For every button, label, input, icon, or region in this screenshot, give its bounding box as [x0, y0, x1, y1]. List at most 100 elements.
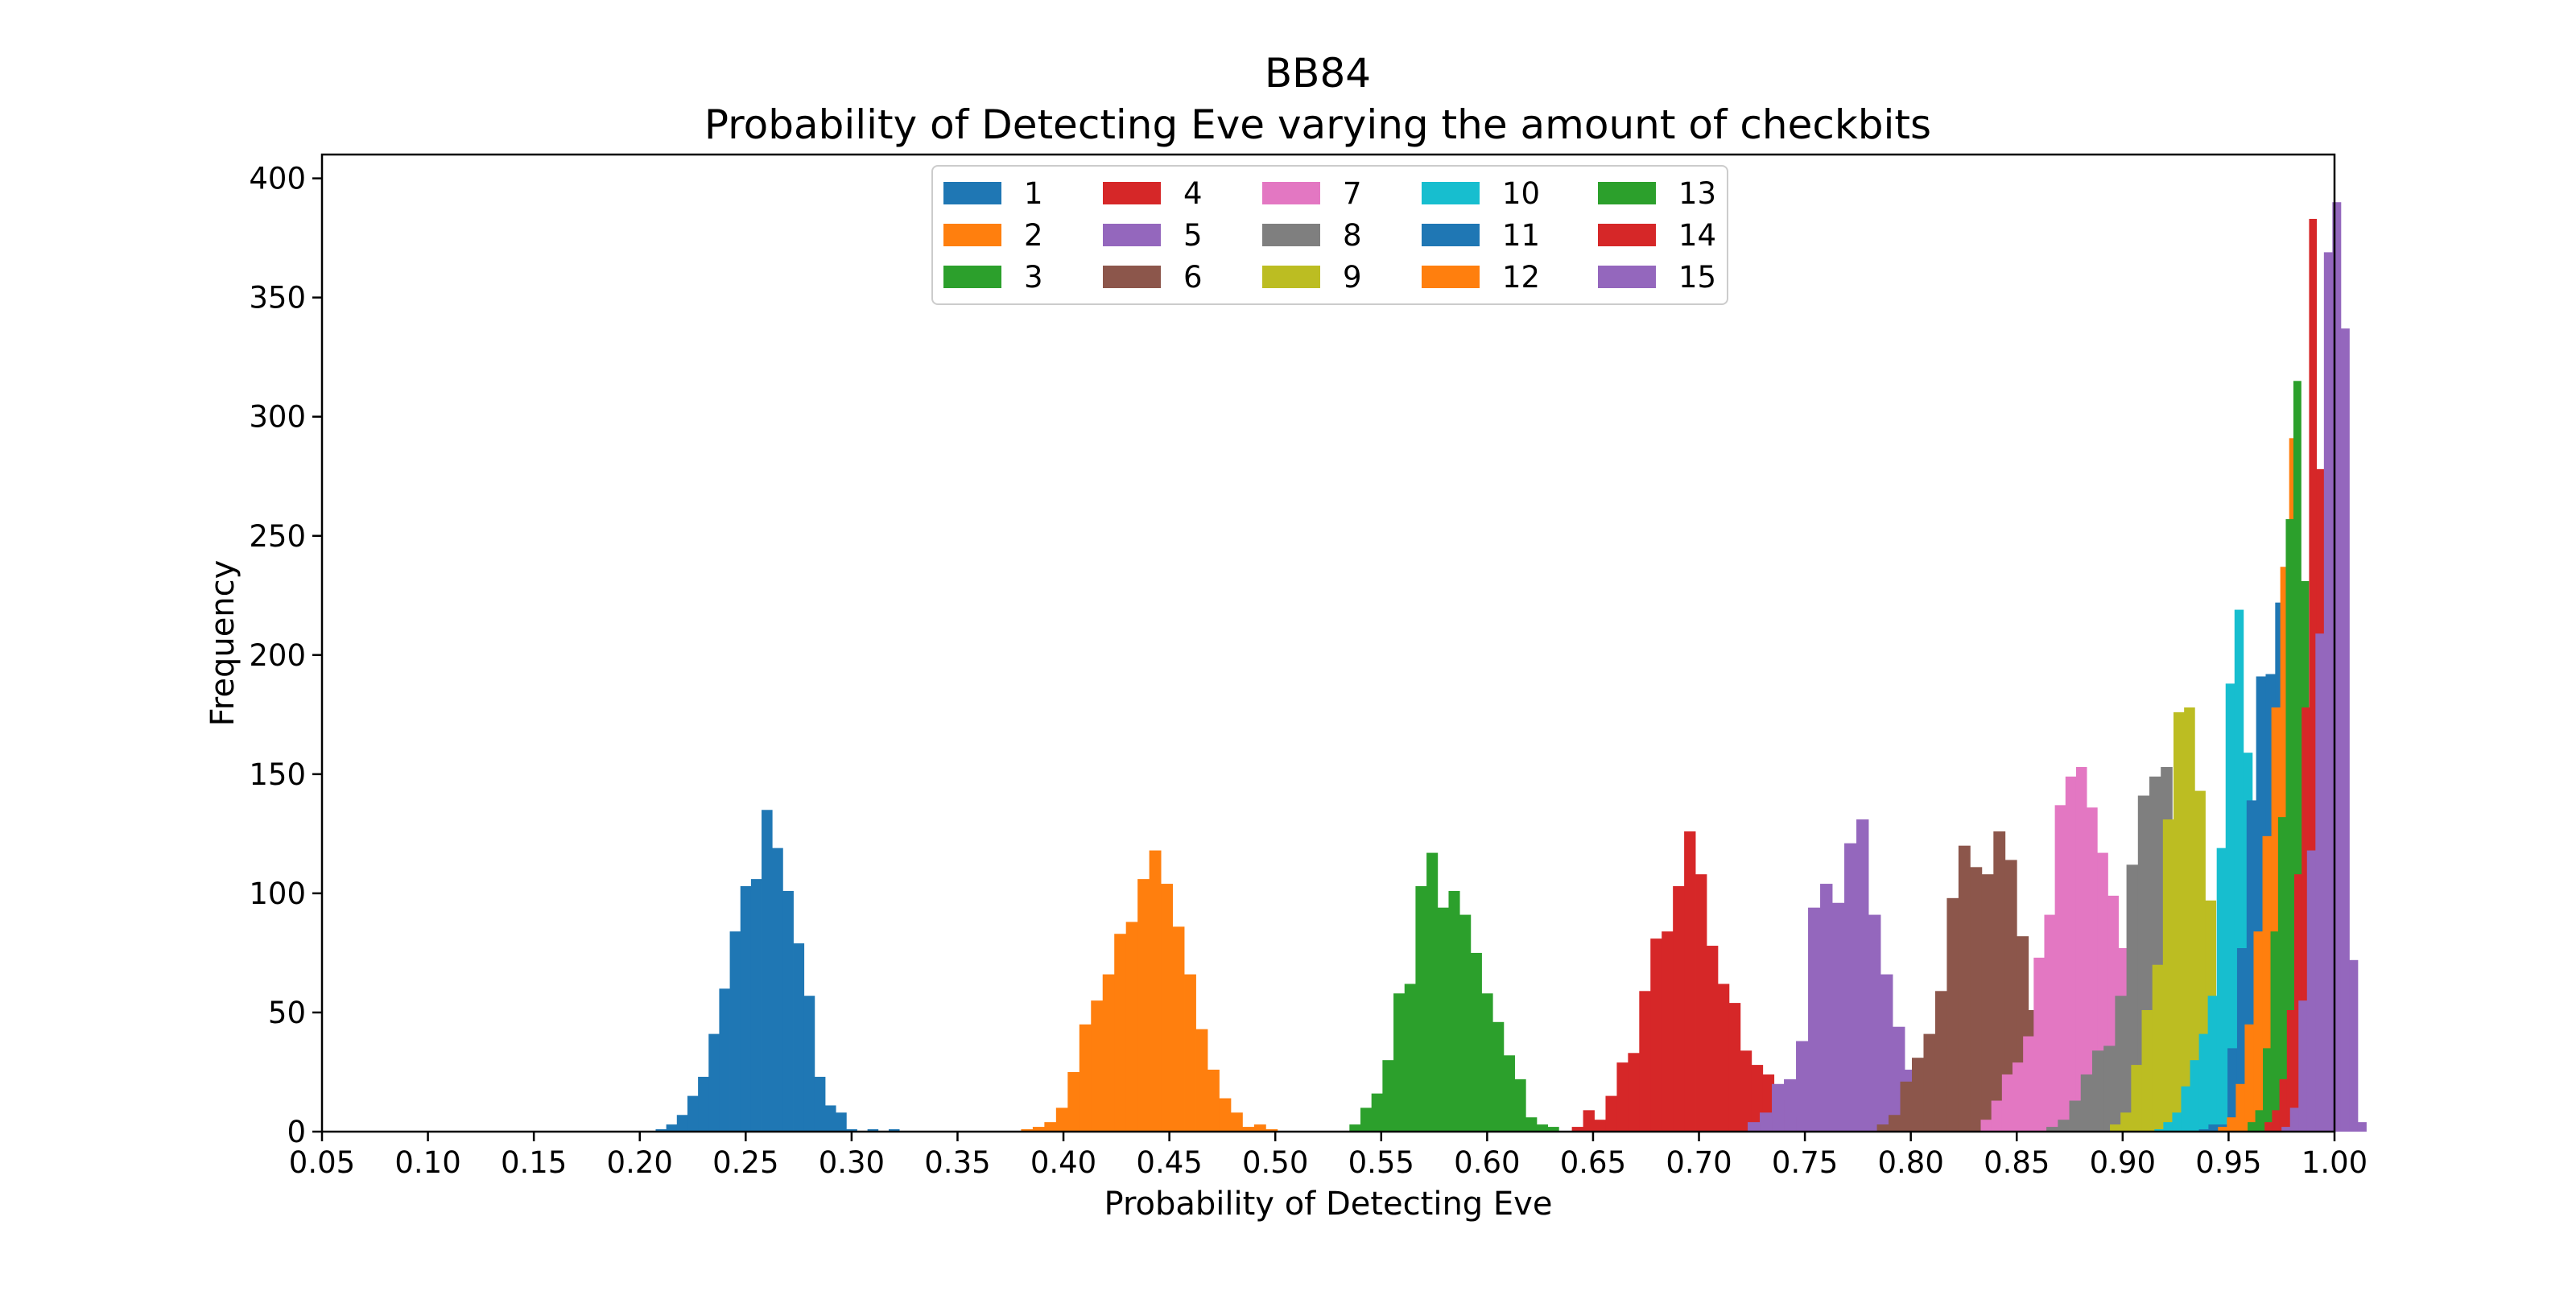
legend-label: 12 — [1502, 260, 1540, 295]
bar-series-1-bin-13 — [793, 943, 805, 1132]
legend-item-3: 3 — [943, 260, 1043, 295]
bar-series-10-bin-4 — [2190, 1060, 2199, 1132]
bar-series-4-bin-1 — [1583, 1110, 1595, 1132]
bar-series-5-bin-8 — [1844, 843, 1857, 1132]
legend-item-1: 1 — [943, 176, 1043, 211]
bar-series-3-bin-15 — [1514, 1079, 1526, 1132]
bar-series-4-bin-2 — [1594, 1120, 1606, 1132]
bar-series-1-bin-12 — [782, 890, 794, 1132]
bar-series-7-bin-8 — [2065, 776, 2077, 1132]
bar-series-3-bin-6 — [1415, 886, 1427, 1132]
bar-series-6-bin-4 — [1923, 1033, 1936, 1132]
bar-series-2-bin-21 — [1265, 1129, 1278, 1132]
bar-series-3-bin-14 — [1503, 1055, 1515, 1132]
bar-series-3-bin-18 — [1547, 1127, 1559, 1132]
bar-series-9-bin-0 — [2110, 1124, 2121, 1132]
bar-series-2-bin-14 — [1184, 974, 1196, 1132]
bar-series-3-bin-10 — [1459, 914, 1472, 1132]
bar-series-2-bin-20 — [1253, 1124, 1266, 1132]
bar-series-9-bin-6 — [2174, 711, 2185, 1132]
bar-series-15-bin-6 — [2332, 202, 2342, 1132]
bar-series-11-bin-0 — [2198, 1129, 2209, 1132]
legend-item-8: 8 — [1262, 218, 1362, 253]
bar-series-2-bin-16 — [1208, 1070, 1220, 1132]
bar-series-9-bin-2 — [2131, 1065, 2142, 1132]
bar-series-15-bin-1 — [2289, 1107, 2299, 1132]
y-axis-label: Frequency — [204, 560, 242, 727]
bar-series-10-bin-6 — [2207, 996, 2218, 1132]
bar-series-6-bin-8 — [1970, 867, 1983, 1132]
bar-series-7-bin-0 — [1980, 1120, 1992, 1132]
x-axis-ticks: 0.05 0.10 0.15 0.20 0.25 0.30 0.35 0.40 0.45 0.50… — [289, 1132, 2368, 1180]
bar-series-12-bin-4 — [2253, 931, 2263, 1132]
bar-series-7-bin-7 — [2054, 805, 2066, 1132]
bar-series-5-bin-0 — [1748, 1122, 1761, 1132]
x-tick-label: 0.25 — [712, 1145, 778, 1180]
bar-series-5-bin-6 — [1820, 884, 1833, 1132]
x-tick-label: 0.80 — [1877, 1145, 1943, 1180]
bar-series-2-bin-1 — [1032, 1127, 1045, 1132]
legend-label: 10 — [1502, 176, 1540, 211]
bar-series-6-bin-5 — [1934, 991, 1947, 1132]
bar-series-2-bin-12 — [1161, 884, 1173, 1132]
bar-series-1-bin-6 — [719, 988, 730, 1132]
bar-series-8-bin-1 — [2058, 1120, 2070, 1132]
legend-swatch — [1422, 224, 1480, 246]
bar-series-3-bin-8 — [1437, 907, 1449, 1132]
legend-swatch — [1262, 224, 1320, 246]
chart-subtitle: Probability of Detecting Eve varying the… — [704, 101, 1931, 148]
legend-item-7: 7 — [1262, 176, 1362, 211]
bar-series-1-bin-2 — [676, 1115, 688, 1132]
bar-series-3-bin-16 — [1525, 1117, 1538, 1132]
bar-series-12-bin-1 — [2227, 1117, 2236, 1132]
bar-series-1-bin-11 — [772, 848, 783, 1132]
bar-series-15-bin-7 — [2340, 328, 2350, 1132]
legend-swatch — [1103, 266, 1161, 288]
bar-series-2-bin-6 — [1091, 1000, 1104, 1132]
bar-series-3-bin-11 — [1470, 952, 1482, 1132]
bar-series-1-bin-16 — [825, 1105, 836, 1132]
bar-series-2-bin-9 — [1125, 922, 1138, 1132]
bar-series-2-bin-13 — [1172, 926, 1185, 1132]
legend-label: 5 — [1183, 218, 1203, 253]
bar-series-8-bin-5 — [2103, 1046, 2116, 1132]
legend-item-12: 12 — [1422, 260, 1540, 295]
legend-label: 7 — [1343, 176, 1362, 211]
y-tick-label: 300 — [249, 400, 306, 435]
bar-series-13-bin-3 — [2270, 931, 2279, 1132]
bar-series-15-bin-3 — [2306, 850, 2316, 1132]
bar-series-12-bin-0 — [2218, 1127, 2227, 1132]
bar-series-14-bin-5 — [2301, 707, 2310, 1132]
bar-series-1-bin-0 — [655, 1129, 667, 1132]
series-1-bars — [655, 810, 900, 1132]
series-3-bars — [1349, 852, 1559, 1132]
bar-series-14-bin-6 — [2309, 218, 2318, 1132]
bar-series-2-bin-2 — [1044, 1122, 1057, 1132]
bar-series-6-bin-9 — [1981, 874, 1994, 1132]
bar-series-2-bin-17 — [1219, 1098, 1232, 1132]
bar-series-3-bin-0 — [1349, 1124, 1361, 1132]
bar-series-15-bin-2 — [2298, 1000, 2308, 1132]
legend-item-5: 5 — [1103, 218, 1203, 253]
legend-item-4: 4 — [1103, 176, 1203, 211]
legend-swatch — [1598, 266, 1656, 288]
bar-series-9-bin-1 — [2120, 1112, 2132, 1132]
bar-series-15-bin-4 — [2315, 633, 2325, 1132]
plot-frame — [320, 153, 2336, 1133]
x-tick-label: 0.05 — [289, 1145, 355, 1180]
bar-series-1-bin-9 — [750, 879, 762, 1132]
x-tick-label: 0.65 — [1560, 1145, 1626, 1180]
bar-series-2-bin-5 — [1079, 1024, 1092, 1132]
x-tick-label: 1.00 — [2301, 1145, 2368, 1180]
x-tick-label: 0.75 — [1772, 1145, 1838, 1180]
bar-series-14-bin-4 — [2294, 874, 2302, 1132]
histogram-bars — [655, 202, 2367, 1132]
x-tick-label: 0.45 — [1136, 1145, 1202, 1180]
bar-series-15-bin-9 — [2357, 1122, 2367, 1132]
bar-series-13-bin-5 — [2285, 519, 2294, 1132]
bar-series-10-bin-3 — [2181, 1086, 2190, 1132]
legend-item-6: 6 — [1103, 260, 1203, 295]
bar-series-6-bin-6 — [1946, 897, 1959, 1132]
legend-swatch — [1103, 224, 1161, 246]
bar-series-1-bin-15 — [814, 1076, 826, 1132]
